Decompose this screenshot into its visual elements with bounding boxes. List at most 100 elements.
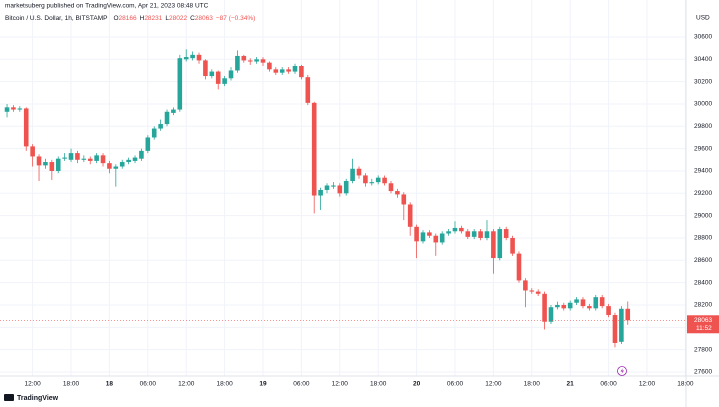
candle-body [11,107,16,110]
x-tick-label: 12:00 [178,381,195,388]
candle-body [324,185,330,190]
candle-body [183,57,189,60]
x-tick-label: 06:00 [600,381,617,388]
candle-body [491,231,496,259]
x-tick-label: 18:00 [677,381,694,388]
candle-body [567,302,573,309]
x-tick-label: 20 [413,381,421,388]
candle-body [510,237,515,254]
y-tick-label: 28200 [694,302,712,309]
candle-body [158,124,163,129]
candle-body [401,194,407,205]
candle-body [593,297,599,309]
y-tick-label: 27600 [694,369,712,376]
candle-body [420,232,426,242]
candle-body [107,163,112,169]
candle-body [4,107,10,112]
y-tick-label: 30600 [694,34,712,41]
candle-body [241,55,247,61]
candle-body [612,315,618,343]
countdown: 11:52 [696,325,712,332]
candle-body [619,308,624,342]
candle-body [286,69,291,72]
candle-body [132,157,138,161]
ohlc-value: 28166 [119,15,137,22]
candle-body [87,158,93,161]
price-tag [687,315,719,334]
y-tick-label: 27800 [694,346,712,353]
ohlc-key: L [165,15,169,22]
change: −87 (−0.34%) [216,15,255,22]
candle-body [318,189,323,196]
candle-body [343,181,349,194]
price-tag-value: 28063 [694,317,712,324]
candle-body [228,70,234,79]
candle-body [497,229,503,259]
candle-body [561,304,567,309]
candle-body [94,155,99,161]
ohlc-value: 28022 [169,15,187,22]
candle-body [75,153,80,160]
y-tick-label: 29400 [694,168,712,175]
candle-body [503,229,509,238]
candle-body [299,65,304,78]
candle-body [427,232,432,236]
candle-body [203,60,208,77]
candle-body [209,71,215,77]
candle-body [254,59,259,62]
candle-body [196,54,202,61]
candle-body [30,146,35,157]
y-tick-label: 29200 [694,190,712,197]
candle-body [81,158,87,160]
candle-body [542,293,547,322]
candle-body [23,108,29,147]
candle-body [555,304,560,308]
event-icon-bolt [620,368,624,374]
x-tick-label: 18:00 [63,381,80,388]
x-tick-label: 12:00 [639,381,656,388]
candle-body [375,177,381,183]
ohlc-value: 28231 [144,15,162,22]
candle-body [459,227,464,232]
y-tick-label: 29000 [694,212,712,219]
candle-body [267,62,272,70]
candle-body [331,185,336,187]
candle-body [190,54,195,59]
brand-logo: TradingView [4,394,59,402]
y-tick-label: 28400 [694,279,712,286]
x-tick-label: 12:00 [332,381,349,388]
candle-body [382,177,387,184]
candle-body [171,109,176,113]
y-tick-label: 30400 [694,56,712,63]
candle-body [452,227,458,232]
candle-body [446,231,451,234]
candle-body [247,60,253,62]
x-tick-label: 12:00 [24,381,41,388]
candle-body [606,306,611,316]
candle-body [49,162,55,171]
candle-body [215,71,221,84]
candle-body [599,297,605,307]
x-tick-label: 21 [567,381,575,388]
ohlc-key: C [190,15,195,22]
candle-body [516,253,522,281]
candle-body [36,156,42,166]
candle-body [433,235,439,243]
candle-body [580,299,586,307]
candle-body [529,290,535,292]
candle-body [164,111,170,125]
y-tick-label: 28600 [694,257,712,264]
candle-body [113,166,119,169]
candle-body [471,231,477,237]
candle-body [484,231,490,238]
candle-body [292,65,298,72]
y-tick-label: 30000 [694,101,712,108]
x-tick-label: 06:00 [447,381,464,388]
candle-body [350,168,355,182]
candle-body [465,231,471,237]
ohlc-value: 28063 [195,15,213,22]
candle-body [177,58,183,110]
candle-body [388,183,394,192]
symbol: Bitcoin / U.S. Dollar, 1h, BITSTAMP [5,15,107,22]
